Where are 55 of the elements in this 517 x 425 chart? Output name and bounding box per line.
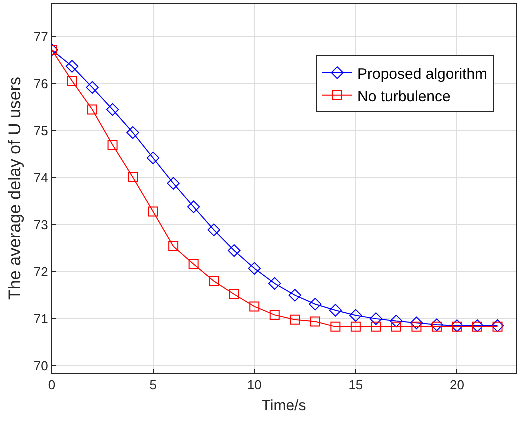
point: [148, 206, 158, 217]
point: [371, 322, 382, 332]
y-tick-label: 73: [34, 217, 48, 232]
point: [229, 290, 240, 300]
point: [67, 76, 78, 86]
point: [106, 103, 120, 116]
point: [350, 309, 362, 322]
y-axis-title: The average delay of U users: [5, 76, 24, 300]
y-tick-label: 70: [34, 358, 48, 374]
point: [128, 172, 138, 182]
point: [288, 289, 302, 302]
point: [329, 304, 342, 317]
point: [270, 310, 280, 320]
point: [370, 312, 383, 326]
point: [108, 140, 118, 150]
point: [412, 322, 422, 332]
point: [208, 224, 220, 236]
point: [290, 314, 300, 325]
x-tick-label: 20: [450, 378, 464, 393]
point: [391, 322, 402, 332]
x-axis-title: Time/s: [262, 398, 306, 415]
point: [187, 200, 200, 214]
y-tick-label: 71: [34, 311, 48, 326]
y-tick-label: 76: [34, 76, 48, 92]
legend-label: No turbulence: [357, 88, 451, 106]
point: [188, 259, 199, 270]
point: [350, 322, 361, 332]
y-tick-label: 74: [34, 170, 48, 186]
x-tick-label: 15: [348, 378, 364, 393]
point: [430, 318, 444, 332]
point: [146, 152, 160, 165]
point: [390, 314, 403, 328]
point: [209, 276, 220, 286]
x-tick-label: 5: [150, 378, 157, 393]
point: [330, 322, 341, 332]
point: [168, 242, 179, 252]
point: [167, 177, 180, 190]
point: [309, 298, 322, 311]
point: [310, 316, 320, 327]
y-tick-label: 75: [34, 123, 48, 138]
point: [88, 104, 98, 115]
legend-label: Proposed algorithm: [357, 66, 488, 83]
point: [248, 262, 261, 275]
y-tick-label: 72: [34, 264, 48, 280]
point: [432, 322, 442, 332]
point: [410, 316, 424, 330]
x-tick-label: 0: [48, 378, 56, 393]
point: [268, 277, 282, 290]
y-tick-label: 77: [34, 29, 48, 44]
point: [86, 81, 99, 94]
point: [66, 60, 79, 73]
point: [228, 244, 241, 258]
point: [126, 126, 140, 140]
point: [250, 302, 260, 312]
x-tick-label: 10: [247, 378, 262, 393]
